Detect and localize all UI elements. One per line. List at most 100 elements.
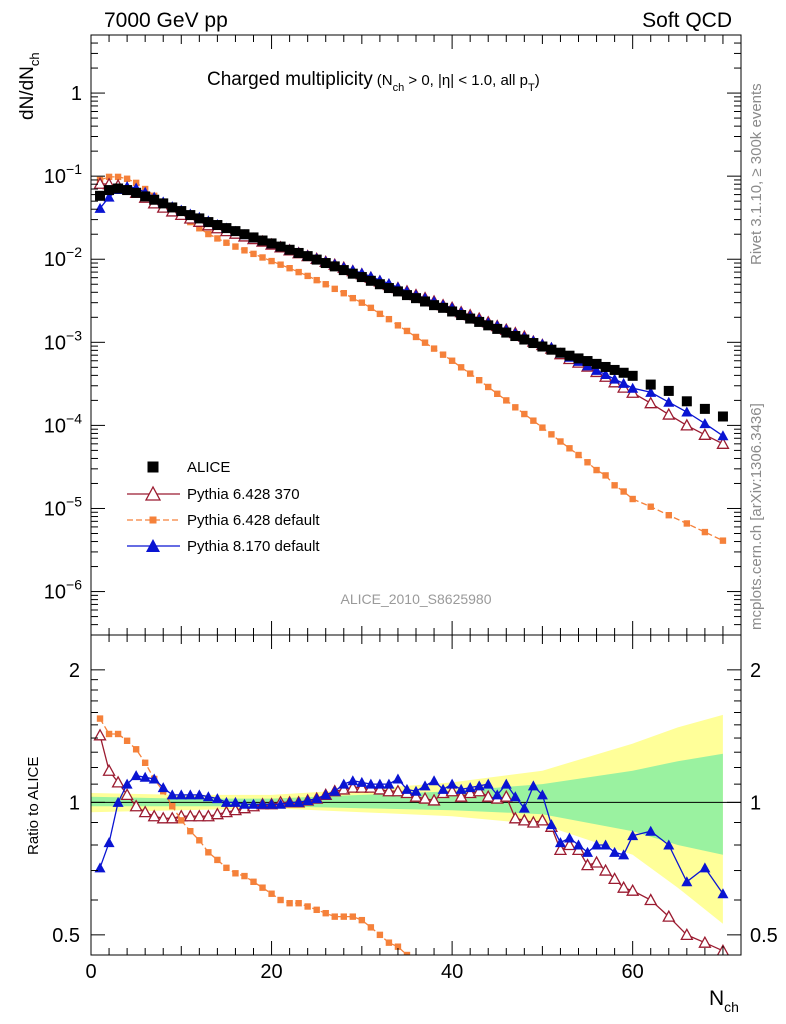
data-point (313, 276, 320, 284)
ratio-point (573, 839, 584, 850)
data-point (284, 244, 295, 255)
data-point (259, 254, 266, 261)
ratio-point (608, 872, 622, 885)
ratio-series-pythia-8-170-default (94, 770, 729, 899)
data-point (600, 361, 611, 372)
ratio-point (241, 872, 248, 880)
data-point (582, 356, 593, 367)
ratio-point (96, 715, 104, 722)
data-point (683, 520, 691, 527)
ratio-point (527, 780, 539, 791)
data-point (194, 213, 205, 224)
data-point (149, 194, 160, 205)
data-point (465, 313, 476, 324)
ratio-point (123, 737, 131, 744)
ratio-point (355, 780, 369, 793)
ratio-point (250, 878, 257, 885)
data-point (268, 257, 275, 265)
ratio-point (392, 773, 404, 784)
data-point (420, 296, 431, 307)
ratio-point (499, 789, 513, 802)
ratio-point (238, 798, 250, 809)
ratio-y-tick-label: 2 (69, 660, 80, 682)
data-point (114, 173, 122, 181)
data-point (311, 254, 322, 265)
ratio-point (329, 785, 341, 796)
data-point (214, 235, 221, 242)
ratio-point (600, 839, 612, 850)
ratio-point (428, 775, 440, 786)
data-point (474, 316, 485, 327)
header-left: 7000 GeV pp (104, 9, 228, 32)
ratio-point (192, 809, 206, 822)
data-point (618, 377, 630, 388)
ratio-y-tick-label-right: 2 (750, 660, 761, 682)
ratio-point (205, 849, 212, 856)
data-point (555, 347, 566, 358)
data-point (347, 268, 358, 279)
legend-label-pythia6-default: Pythia 6.428 default (187, 512, 320, 529)
ratio-point (419, 780, 431, 791)
ratio-point (275, 798, 287, 809)
data-point (293, 247, 304, 258)
data-point (483, 320, 494, 331)
ratio-point (598, 863, 613, 876)
data-point (230, 226, 241, 237)
ratio-point (591, 839, 603, 850)
ratio-point (373, 782, 387, 795)
data-point (331, 285, 338, 293)
data-point (609, 373, 621, 384)
legend-marker-pythia-6-428-default (149, 516, 157, 524)
data-point (629, 495, 636, 503)
ratio-point (228, 803, 243, 816)
ratio-point (223, 864, 230, 872)
data-point (103, 191, 115, 202)
data-point (94, 202, 106, 213)
uncertainty-band-outer (91, 714, 723, 924)
ratio-point (563, 832, 575, 843)
ratio-point (367, 924, 375, 931)
ratio-point (187, 827, 194, 835)
ratio-point (645, 825, 657, 836)
ratio-point (183, 809, 197, 822)
ratio-point (698, 935, 712, 948)
y-tick-label: 10−6 (44, 577, 82, 604)
top-panel: 10−6 10−5 10−4 10−3 10−2 10−1 1 Charged multip… (17, 34, 742, 636)
data-point (645, 386, 657, 397)
ratio-point (394, 943, 402, 950)
data-point (266, 238, 277, 249)
ratio-point (201, 809, 215, 822)
ratio-point (121, 778, 133, 789)
data-point (438, 302, 449, 313)
x-tick-label: 40 (441, 961, 463, 983)
ratio-point (266, 798, 278, 809)
ratio-series-pythia-6-428-default (96, 715, 411, 955)
data-point (439, 351, 447, 358)
data-point (466, 370, 474, 377)
ratio-point (481, 789, 495, 802)
ratio-point (427, 793, 441, 806)
data-point (421, 339, 429, 346)
data-point (232, 243, 239, 250)
data-point (537, 341, 548, 352)
ratio-point (545, 819, 557, 830)
ratio-point (129, 799, 143, 812)
data-point (430, 345, 438, 352)
ratio-point (114, 730, 122, 738)
ratio-point (365, 778, 377, 789)
uncertainty-band-inner (91, 753, 723, 855)
data-point (591, 364, 603, 375)
data-point (123, 175, 131, 182)
data-point (663, 385, 674, 396)
ratio-x-ticks: 0 20 40 60 (85, 635, 742, 983)
data-point (248, 232, 259, 243)
data-point (584, 459, 591, 466)
data-point (95, 190, 106, 201)
data-point (521, 410, 528, 418)
ratio-point (112, 796, 124, 807)
ratio-point (382, 784, 396, 797)
data-point (627, 382, 639, 393)
top-series-group (93, 173, 730, 544)
ratio-point (331, 913, 338, 920)
